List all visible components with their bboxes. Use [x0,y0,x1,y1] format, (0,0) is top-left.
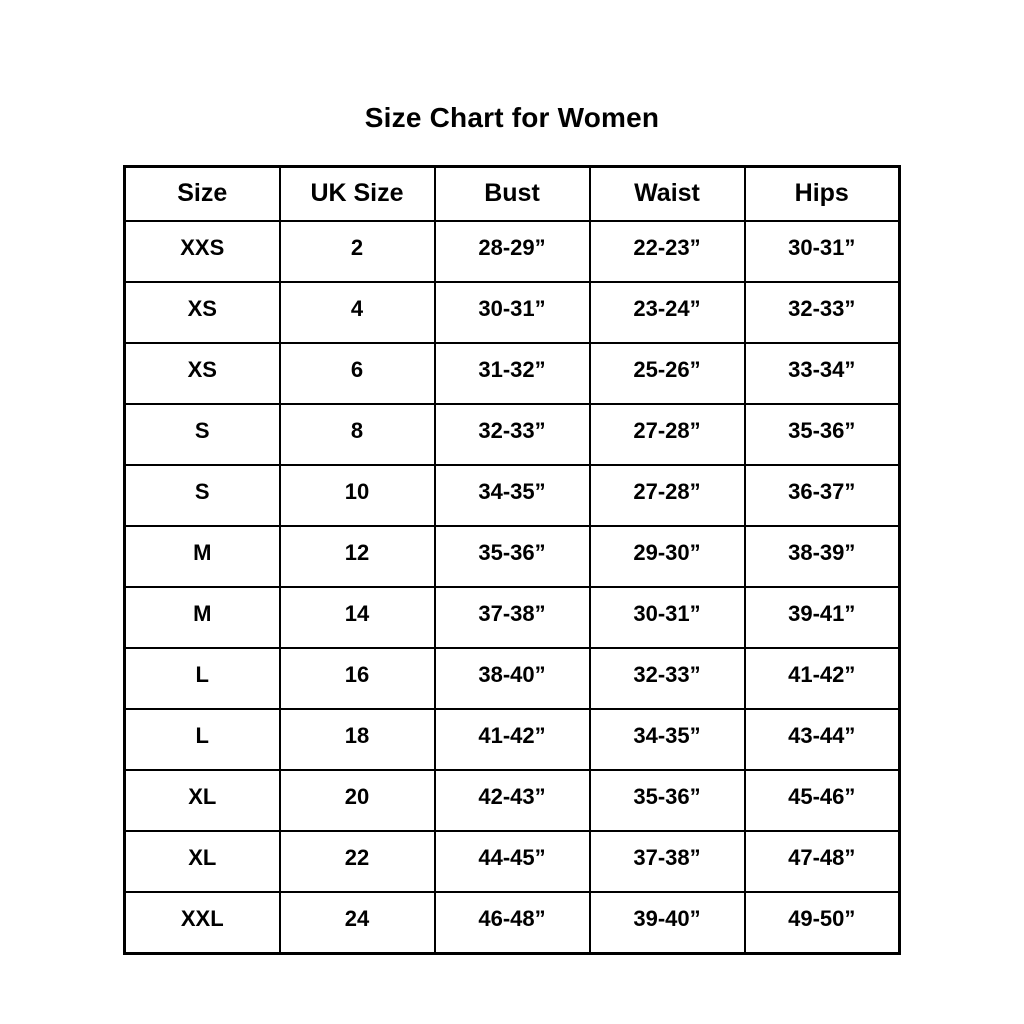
table-cell-uk: 22 [278,829,436,893]
table-cell-uk: 20 [278,768,436,832]
table-cell-uk: 12 [278,524,436,588]
table-row: XS 4 30-31” 23-24” 32-33” [123,280,901,344]
table-cell-waist: 23-24” [588,280,746,344]
table-cell-bust: 30-31” [433,280,591,344]
table-cell-hips: 49-50” [743,890,901,955]
table-cell-bust: 44-45” [433,829,591,893]
table-cell-waist: 39-40” [588,890,746,955]
table-cell-uk: 18 [278,707,436,771]
size-chart-table: Size UK Size Bust Waist Hips XXS 2 28-29… [123,164,901,955]
table-row: XS 6 31-32” 25-26” 33-34” [123,341,901,405]
table-cell-waist: 30-31” [588,585,746,649]
table-row: XL 20 42-43” 35-36” 45-46” [123,768,901,832]
table-row: L 18 41-42” 34-35” 43-44” [123,707,901,771]
table-cell-bust: 41-42” [433,707,591,771]
table-cell-size: XL [123,829,281,893]
column-header-waist: Waist [588,165,746,222]
table-row: XL 22 44-45” 37-38” 47-48” [123,829,901,893]
table-cell-hips: 36-37” [743,463,901,527]
table-cell-hips: 45-46” [743,768,901,832]
table-cell-hips: 43-44” [743,707,901,771]
table-cell-size: XS [123,341,281,405]
table-row: S 8 32-33” 27-28” 35-36” [123,402,901,466]
table-row: XXL 24 46-48” 39-40” 49-50” [123,890,901,955]
table-cell-uk: 4 [278,280,436,344]
table-cell-uk: 10 [278,463,436,527]
table-cell-size: S [123,402,281,466]
table-cell-size: M [123,524,281,588]
table-cell-waist: 37-38” [588,829,746,893]
table-cell-uk: 2 [278,219,436,283]
table-cell-hips: 30-31” [743,219,901,283]
table-cell-hips: 41-42” [743,646,901,710]
table-cell-size: L [123,646,281,710]
table-cell-hips: 32-33” [743,280,901,344]
table-cell-hips: 33-34” [743,341,901,405]
table-cell-bust: 37-38” [433,585,591,649]
table-cell-bust: 32-33” [433,402,591,466]
table-row: S 10 34-35” 27-28” 36-37” [123,463,901,527]
table-cell-size: S [123,463,281,527]
table-cell-size: XXS [123,219,281,283]
table-cell-uk: 14 [278,585,436,649]
table-cell-hips: 35-36” [743,402,901,466]
table-cell-waist: 32-33” [588,646,746,710]
table-row: XXS 2 28-29” 22-23” 30-31” [123,219,901,283]
table-cell-size: XXL [123,890,281,955]
table-cell-size: XS [123,280,281,344]
table-cell-waist: 25-26” [588,341,746,405]
table-cell-uk: 24 [278,890,436,955]
table-cell-bust: 35-36” [433,524,591,588]
table-cell-hips: 38-39” [743,524,901,588]
table-cell-waist: 27-28” [588,402,746,466]
table-cell-bust: 31-32” [433,341,591,405]
table-cell-uk: 8 [278,402,436,466]
table-row: M 12 35-36” 29-30” 38-39” [123,524,901,588]
table-cell-bust: 28-29” [433,219,591,283]
table-cell-bust: 34-35” [433,463,591,527]
table-cell-uk: 16 [278,646,436,710]
table-cell-hips: 39-41” [743,585,901,649]
table-row: M 14 37-38” 30-31” 39-41” [123,585,901,649]
table-cell-waist: 27-28” [588,463,746,527]
table-header-row: Size UK Size Bust Waist Hips [123,165,901,222]
table-cell-size: M [123,585,281,649]
table-cell-uk: 6 [278,341,436,405]
table-cell-size: L [123,707,281,771]
table-cell-waist: 29-30” [588,524,746,588]
column-header-hips: Hips [743,165,901,222]
column-header-size: Size [123,165,281,222]
column-header-uk-size: UK Size [278,165,436,222]
table-cell-waist: 22-23” [588,219,746,283]
table-cell-size: XL [123,768,281,832]
page-title: Size Chart for Women [364,102,660,133]
table-cell-waist: 35-36” [588,768,746,832]
table-cell-bust: 42-43” [433,768,591,832]
table-cell-bust: 46-48” [433,890,591,955]
table-row: L 16 38-40” 32-33” 41-42” [123,646,901,710]
table-cell-hips: 47-48” [743,829,901,893]
table-cell-bust: 38-40” [433,646,591,710]
column-header-bust: Bust [433,165,591,222]
table-cell-waist: 34-35” [588,707,746,771]
